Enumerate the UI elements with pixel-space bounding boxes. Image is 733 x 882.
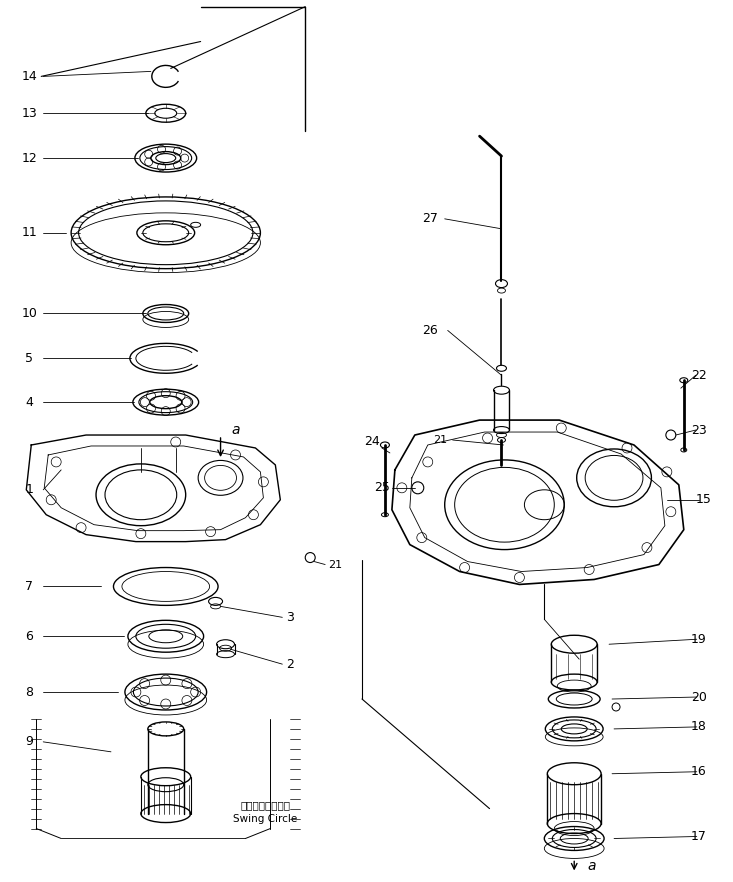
Text: 16: 16 bbox=[691, 766, 707, 778]
Text: 9: 9 bbox=[26, 736, 33, 748]
Text: 23: 23 bbox=[691, 423, 707, 437]
Text: 18: 18 bbox=[690, 721, 707, 734]
Text: a: a bbox=[231, 423, 240, 437]
Text: 13: 13 bbox=[21, 107, 37, 120]
Text: a: a bbox=[588, 859, 597, 873]
Text: 4: 4 bbox=[26, 396, 33, 408]
Text: 14: 14 bbox=[21, 70, 37, 83]
Text: 7: 7 bbox=[25, 580, 33, 593]
Text: 21: 21 bbox=[432, 435, 447, 445]
Text: 27: 27 bbox=[421, 213, 438, 225]
Text: 2: 2 bbox=[287, 658, 294, 670]
Text: 10: 10 bbox=[21, 307, 37, 320]
Text: 19: 19 bbox=[691, 632, 707, 646]
Text: 12: 12 bbox=[21, 152, 37, 165]
Text: 3: 3 bbox=[287, 611, 294, 624]
Text: スイングサークル: スイングサークル bbox=[240, 801, 290, 811]
Text: 15: 15 bbox=[696, 493, 712, 506]
Text: Swing Circle: Swing Circle bbox=[233, 813, 298, 824]
Text: 20: 20 bbox=[690, 691, 707, 704]
Text: 21: 21 bbox=[328, 559, 342, 570]
Text: 24: 24 bbox=[364, 436, 380, 448]
Text: 6: 6 bbox=[26, 630, 33, 643]
Text: 5: 5 bbox=[25, 352, 33, 365]
Text: 25: 25 bbox=[374, 482, 390, 494]
Text: 1: 1 bbox=[26, 483, 33, 497]
Text: 8: 8 bbox=[25, 685, 33, 699]
Text: 26: 26 bbox=[422, 324, 438, 337]
Text: 22: 22 bbox=[691, 369, 707, 382]
Text: 17: 17 bbox=[690, 830, 707, 843]
Text: 11: 11 bbox=[21, 227, 37, 239]
